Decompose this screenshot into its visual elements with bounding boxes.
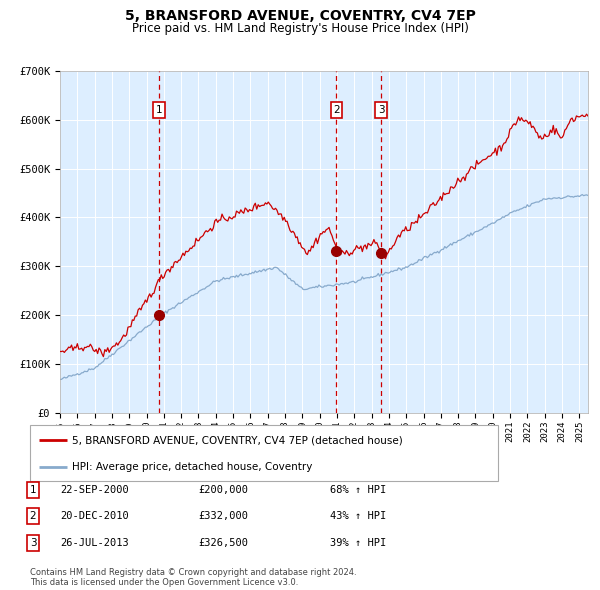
Text: 39% ↑ HPI: 39% ↑ HPI	[330, 538, 386, 548]
Text: 2: 2	[29, 512, 37, 521]
Text: 5, BRANSFORD AVENUE, COVENTRY, CV4 7EP: 5, BRANSFORD AVENUE, COVENTRY, CV4 7EP	[125, 9, 475, 23]
Text: 5, BRANSFORD AVENUE, COVENTRY, CV4 7EP (detached house): 5, BRANSFORD AVENUE, COVENTRY, CV4 7EP (…	[72, 435, 403, 445]
Text: 22-SEP-2000: 22-SEP-2000	[60, 485, 129, 494]
Text: 43% ↑ HPI: 43% ↑ HPI	[330, 512, 386, 521]
Text: 20-DEC-2010: 20-DEC-2010	[60, 512, 129, 521]
Text: 2: 2	[333, 105, 340, 115]
Text: Price paid vs. HM Land Registry's House Price Index (HPI): Price paid vs. HM Land Registry's House …	[131, 22, 469, 35]
Text: £326,500: £326,500	[198, 538, 248, 548]
Text: This data is licensed under the Open Government Licence v3.0.: This data is licensed under the Open Gov…	[30, 578, 298, 588]
Text: 1: 1	[156, 105, 163, 115]
Text: 3: 3	[378, 105, 385, 115]
Text: 68% ↑ HPI: 68% ↑ HPI	[330, 485, 386, 494]
Text: 26-JUL-2013: 26-JUL-2013	[60, 538, 129, 548]
Text: £200,000: £200,000	[198, 485, 248, 494]
Text: HPI: Average price, detached house, Coventry: HPI: Average price, detached house, Cove…	[72, 462, 313, 472]
Text: Contains HM Land Registry data © Crown copyright and database right 2024.: Contains HM Land Registry data © Crown c…	[30, 568, 356, 577]
Text: £332,000: £332,000	[198, 512, 248, 521]
FancyBboxPatch shape	[30, 425, 498, 481]
Text: 1: 1	[29, 485, 37, 494]
Text: 3: 3	[29, 538, 37, 548]
